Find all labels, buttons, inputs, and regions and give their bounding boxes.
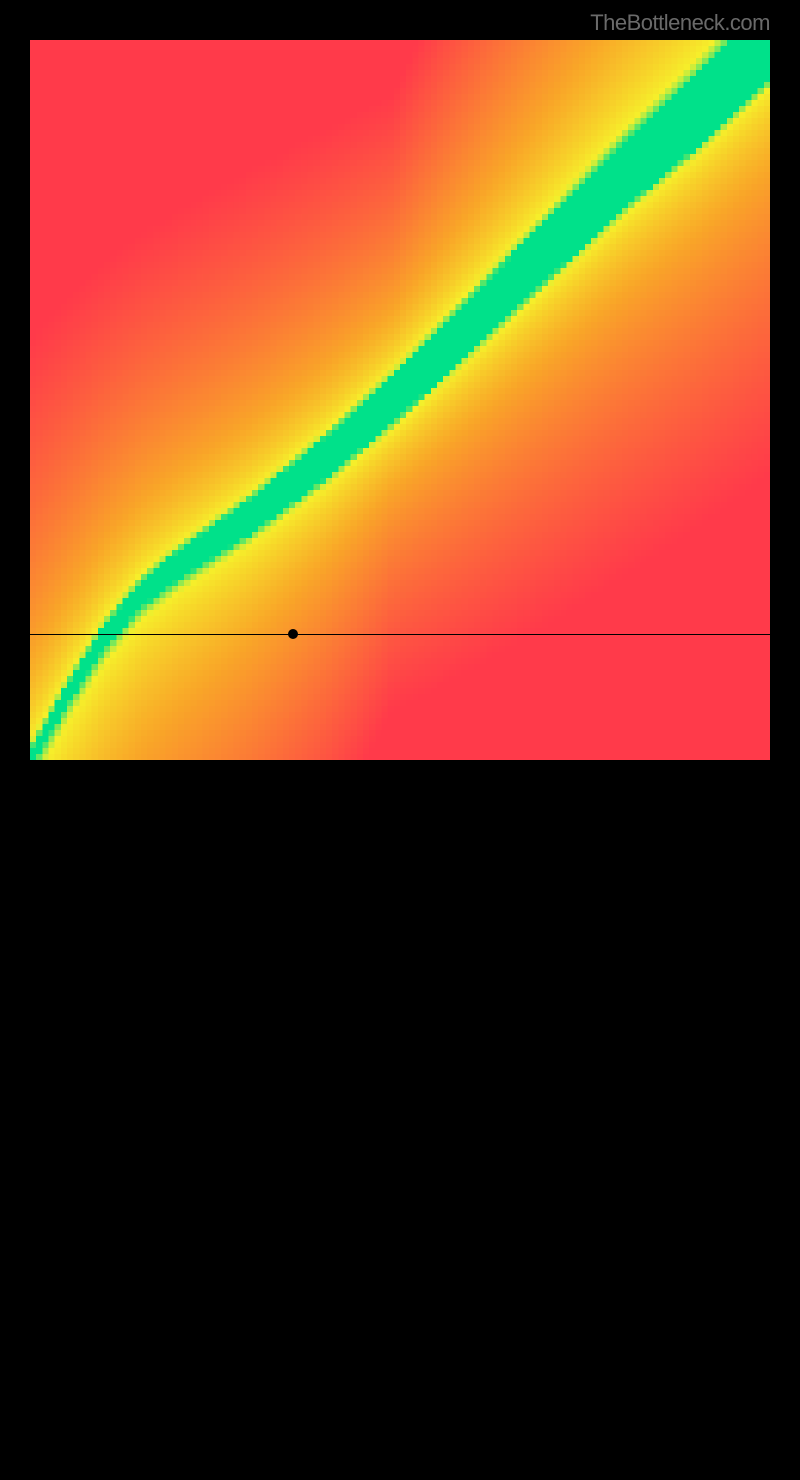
crosshair-marker xyxy=(288,629,298,639)
crosshair-vertical xyxy=(293,760,294,1480)
heatmap-plot xyxy=(30,40,770,760)
heatmap-canvas xyxy=(30,40,770,760)
watermark-text: TheBottleneck.com xyxy=(590,10,770,36)
crosshair-horizontal xyxy=(30,634,770,635)
